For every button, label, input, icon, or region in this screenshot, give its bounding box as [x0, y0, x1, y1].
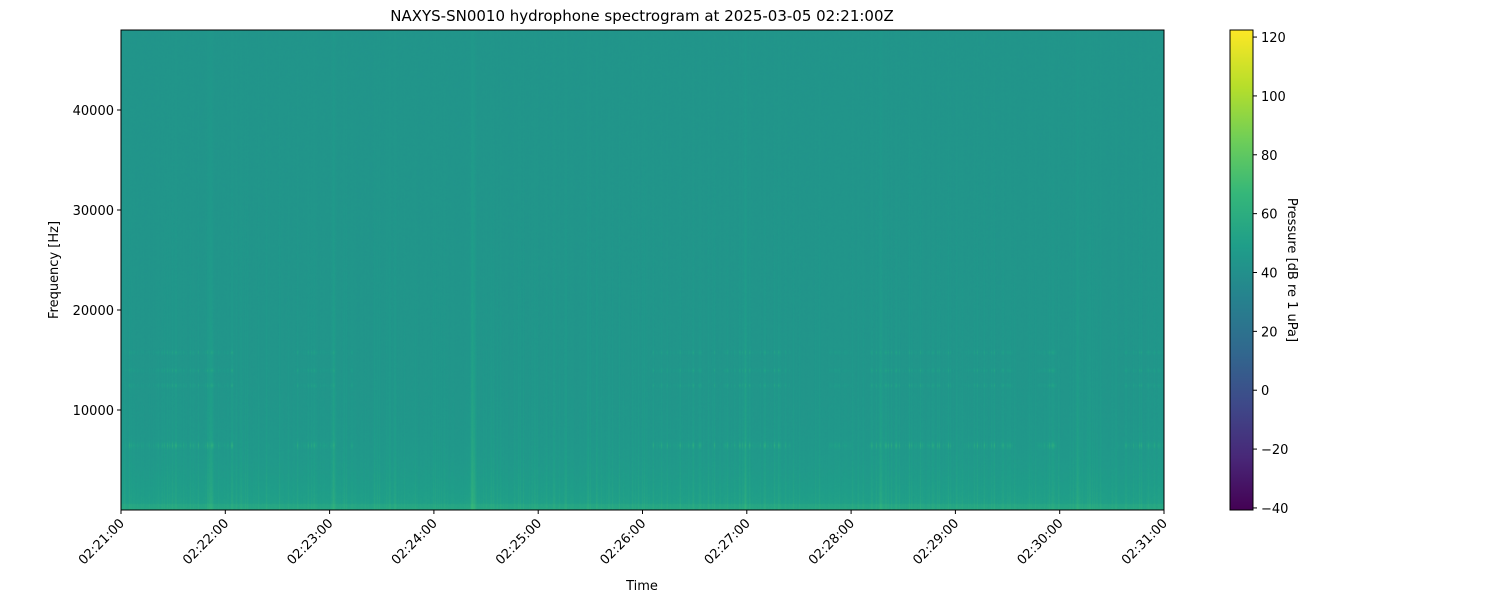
- colorbar-tick-label: 20: [1261, 325, 1278, 340]
- plot-frame: [120, 29, 1165, 511]
- colorbar-tick-label: 100: [1261, 90, 1286, 105]
- colorbar-frame: [1229, 29, 1254, 511]
- colorbar-tick-label: −40: [1261, 502, 1288, 517]
- x-tick-label: 02:26:00: [597, 516, 649, 568]
- chart-title: NAXYS-SN0010 hydrophone spectrogram at 2…: [390, 7, 894, 25]
- x-tick-label: 02:21:00: [76, 516, 128, 568]
- y-tick-label: 20000: [73, 304, 114, 319]
- y-tick-label: 10000: [73, 404, 114, 419]
- colorbar-tick-label: −20: [1261, 443, 1288, 458]
- x-tick-label: 02:29:00: [910, 516, 962, 568]
- colorbar-tick-label: 80: [1261, 149, 1278, 164]
- x-tick-label: 02:22:00: [180, 516, 232, 568]
- colorbar-tick-label: 0: [1261, 384, 1269, 399]
- colorbar-label: Pressure [dB re 1 uPa]: [1284, 198, 1299, 342]
- x-axis-label: Time: [625, 579, 658, 594]
- x-tick-label: 02:30:00: [1015, 516, 1067, 568]
- x-tick-label: 02:28:00: [806, 516, 858, 568]
- colorbar-tick-label: 40: [1261, 267, 1278, 282]
- y-tick-label: 30000: [73, 204, 114, 219]
- colorbar-tick-label: 60: [1261, 208, 1278, 223]
- x-tick-label: 02:25:00: [493, 516, 545, 568]
- spectrogram-heatmap: [121, 30, 1164, 510]
- x-tick-label: 02:31:00: [1119, 516, 1171, 568]
- y-axis-label: Frequency [Hz]: [47, 221, 62, 319]
- colorbar: [1230, 30, 1253, 510]
- y-tick-label: 40000: [73, 104, 114, 119]
- colorbar-tick-label: 120: [1261, 31, 1286, 46]
- x-tick-label: 02:23:00: [285, 516, 337, 568]
- x-tick-label: 02:24:00: [389, 516, 441, 568]
- x-tick-label: 02:27:00: [702, 516, 754, 568]
